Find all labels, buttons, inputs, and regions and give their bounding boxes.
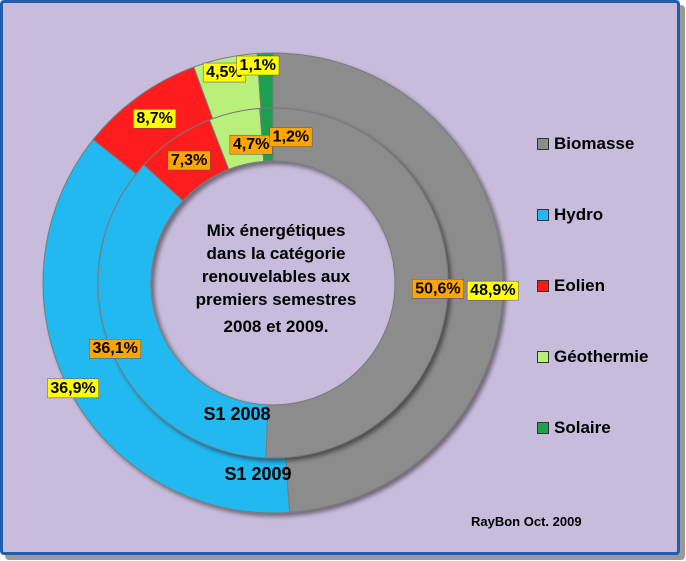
data-label-text: 1,2% <box>273 129 309 146</box>
legend-item-hydro: Hydro <box>537 203 683 227</box>
data-label-text: 1,1% <box>240 57 276 74</box>
chart-title: Mix énergétiques dans la catégorie renou… <box>196 221 357 336</box>
legend-swatch <box>537 280 549 292</box>
data-label-box <box>466 280 519 301</box>
legend-swatch <box>537 351 549 363</box>
chart-title-line: dans la catégorie <box>207 244 346 263</box>
legend-label: Hydro <box>554 205 604 224</box>
legend-item-solaire: Solaire <box>537 416 683 440</box>
legend-item-geothermie: Géothermie <box>537 345 683 369</box>
data-label-box <box>89 338 142 359</box>
legend-swatch <box>537 209 549 221</box>
legend-swatch <box>537 422 549 434</box>
data-label-outer-geothermie: 4,5% <box>202 62 246 83</box>
data-label-box <box>47 378 99 399</box>
data-label-text: 36,9% <box>50 380 95 397</box>
chart-title-line: Mix énergétiques <box>207 221 346 240</box>
chart-title-line: renouvelables aux <box>202 267 351 286</box>
legend-label: Solaire <box>554 418 611 437</box>
data-label-outer-biomasse: 48,9% <box>466 280 519 301</box>
data-label-inner-hydro: 36,1% <box>89 338 142 359</box>
data-label-outer-eolien: 8,7% <box>133 108 177 129</box>
data-label-box <box>411 279 464 299</box>
data-label-text: 4,5% <box>206 64 242 81</box>
legend-item-biomasse: Biomasse <box>537 132 683 156</box>
legend-label: Biomasse <box>554 134 635 153</box>
data-label-text: 8,7% <box>136 110 172 127</box>
legend-item-eolien: Eolien <box>537 274 683 298</box>
data-label-inner-solaire: 1,2% <box>269 127 313 147</box>
percent-labels: 50,6% 36,1% 7,3% 4,7% 1,2% 48,9% 36,9% 8,7% 4,5%… <box>47 55 519 399</box>
data-label-text: 48,9% <box>470 282 515 299</box>
data-label-box <box>167 150 211 171</box>
data-label-box <box>269 127 313 147</box>
data-label-text: 36,1% <box>92 340 137 357</box>
chart-title-line: premiers semestres <box>196 290 357 309</box>
data-label-box <box>236 55 280 76</box>
credit-text: RayBon Oct. 2009 <box>471 514 582 529</box>
chart-title-line: 2008 et 2009. <box>224 317 329 336</box>
data-label-inner-geothermie: 4,7% <box>229 134 273 155</box>
slice-inner-hydro <box>97 164 269 459</box>
data-label-inner-eolien: 7,3% <box>167 150 211 171</box>
legend-swatch <box>537 138 549 150</box>
ring-label-2008: S1 2008 <box>203 404 270 424</box>
data-label-inner-biomasse: 50,6% <box>411 279 464 299</box>
data-label-text: 4,7% <box>233 136 269 153</box>
data-label-text: 50,6% <box>415 280 460 297</box>
legend-label: Eolien <box>554 276 606 295</box>
ring-label-2009: S1 2009 <box>224 464 291 484</box>
data-label-box <box>133 108 177 129</box>
legend-label: Géothermie <box>554 347 649 366</box>
data-label-outer-solaire: 1,1% <box>236 55 280 76</box>
slice-inner-biomasse <box>265 107 449 459</box>
data-label-outer-hydro: 36,9% <box>47 378 99 399</box>
data-label-text: 7,3% <box>171 152 207 169</box>
